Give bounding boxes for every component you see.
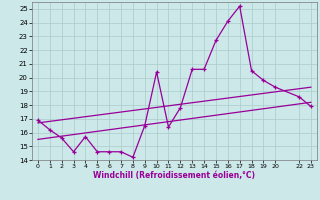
X-axis label: Windchill (Refroidissement éolien,°C): Windchill (Refroidissement éolien,°C) [93,171,255,180]
